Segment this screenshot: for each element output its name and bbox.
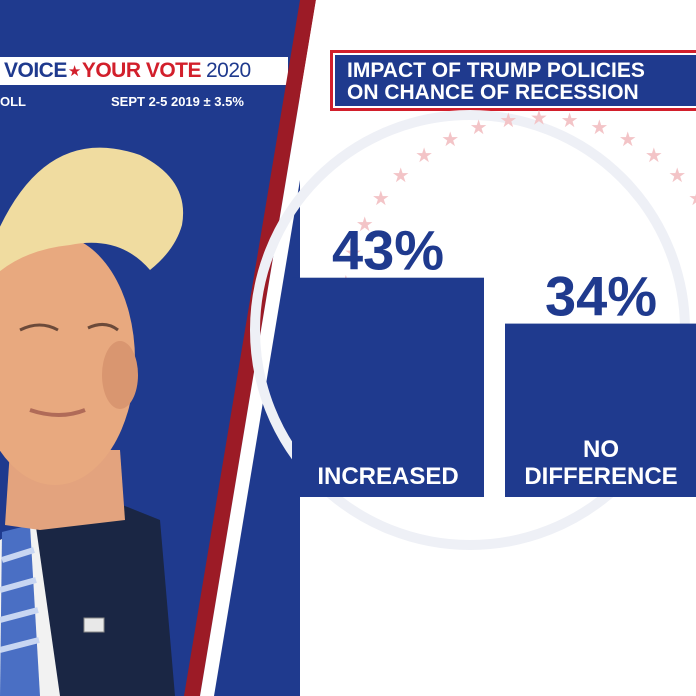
bar-category-label-1-0: NO: [583, 436, 619, 463]
bar-category-label-1-1: DIFFERENCE: [524, 463, 677, 490]
star-icon: ★: [441, 129, 459, 151]
star-icon: ★: [372, 188, 390, 210]
star-icon: ★: [499, 110, 517, 132]
poll-label: OLL: [0, 94, 26, 109]
star-icon: ★: [344, 243, 362, 265]
star-icon: ★: [470, 117, 488, 139]
chart-title-box: IMPACT OF TRUMP POLICIES ON CHANCE OF RE…: [330, 50, 696, 111]
star-icon: ★: [530, 108, 548, 130]
star-icon: ★: [645, 145, 663, 167]
portrait-image: [0, 147, 184, 696]
star-icon: ★: [67, 63, 81, 80]
chart-title-line2: ON CHANCE OF RECESSION: [347, 81, 639, 104]
star-icon: ★: [415, 145, 433, 167]
bar-0: [292, 277, 484, 497]
brand-voice: VOICE: [4, 59, 67, 82]
star-icon: ★: [619, 129, 637, 151]
bar-category-label-0-0: INCREASED: [317, 463, 458, 490]
bar-1: [505, 323, 696, 497]
star-icon: ★: [668, 165, 686, 187]
star-icon: ★: [561, 110, 579, 132]
star-icon: ★: [590, 117, 608, 139]
bar-value-label-1: 34%: [545, 265, 657, 328]
star-icon: ★: [392, 165, 410, 187]
star-icon: ★: [356, 214, 374, 236]
brand-your-vote: YOUR VOTE: [81, 59, 202, 82]
flag-pin-icon: [83, 617, 105, 633]
star-icon: ★: [688, 188, 696, 210]
chart-title-line1: IMPACT OF TRUMP POLICIES: [347, 59, 645, 82]
bar-value-label-0: 43%: [332, 219, 444, 282]
